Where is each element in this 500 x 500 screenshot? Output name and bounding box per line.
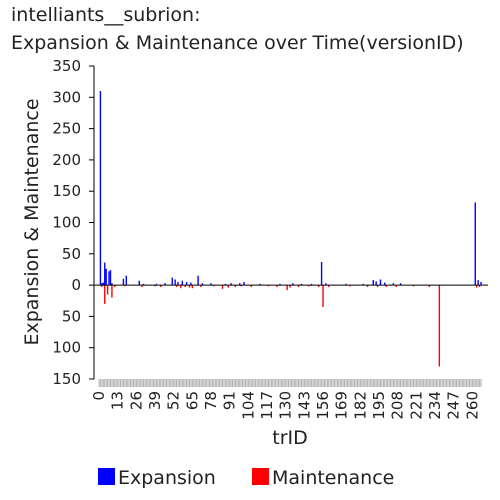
y-axis-title: Expansion & Maintenance: [21, 98, 43, 345]
y-tick-label: 200: [52, 151, 81, 169]
x-axis-title: trID: [272, 427, 308, 449]
x-tick-label: 104: [239, 391, 257, 420]
x-tick-label: 195: [370, 391, 388, 420]
legend-swatch: [252, 468, 269, 485]
x-tick-label: 208: [389, 391, 407, 420]
x-tick-label: 78: [202, 391, 220, 410]
x-tick-label: 117: [258, 391, 276, 420]
x-tick-label: 0: [90, 391, 108, 401]
y-tick-labels: 350 300 250 200 150 100 50 0 50 100 150: [52, 57, 94, 388]
y-tick-label: 0: [71, 276, 81, 294]
x-tick-label: 65: [183, 391, 201, 410]
x-tick-label: 13: [109, 391, 127, 410]
x-tick-label: 39: [146, 391, 164, 410]
bars-group: [99, 91, 482, 367]
x-tick-label: 182: [351, 391, 369, 420]
y-tick-label: 150: [52, 370, 81, 388]
y-tick-label: 250: [52, 120, 81, 138]
legend-swatch: [98, 468, 115, 485]
x-tick-label: 169: [333, 391, 351, 420]
y-tick-label: 300: [52, 88, 81, 106]
y-tick-label: 350: [52, 57, 81, 75]
y-tick-label: 50: [62, 307, 81, 325]
legend-label: Maintenance: [272, 467, 394, 489]
x-tick-label: 221: [407, 391, 425, 420]
x-tick-label: 247: [445, 391, 463, 420]
y-tick-label: 100: [52, 214, 81, 232]
x-tick-label: 156: [314, 391, 332, 420]
legend-label: Expansion: [118, 467, 216, 489]
y-tick-label: 50: [62, 245, 81, 263]
chart-title-line1: intelliants__subrion:: [11, 4, 201, 26]
legend: Expansion Maintenance: [98, 467, 394, 489]
x-tick-label: 26: [127, 391, 145, 410]
x-tick-labels: 0 13 26 39 52 65 78 91 104 117 130 143 156 169 182 195 2…: [90, 391, 481, 420]
x-tick-label: 91: [221, 391, 239, 410]
x-axis-tick-band: [98, 379, 482, 387]
chart-title-line2: Expansion & Maintenance over Time(versio…: [11, 32, 464, 54]
x-tick-label: 130: [277, 391, 295, 420]
x-tick-label: 260: [463, 391, 481, 420]
x-tick-label: 234: [426, 391, 444, 420]
y-tick-label: 100: [52, 339, 81, 357]
x-tick-label: 143: [295, 391, 313, 420]
y-tick-label: 150: [52, 182, 81, 200]
x-tick-label: 52: [165, 391, 183, 410]
